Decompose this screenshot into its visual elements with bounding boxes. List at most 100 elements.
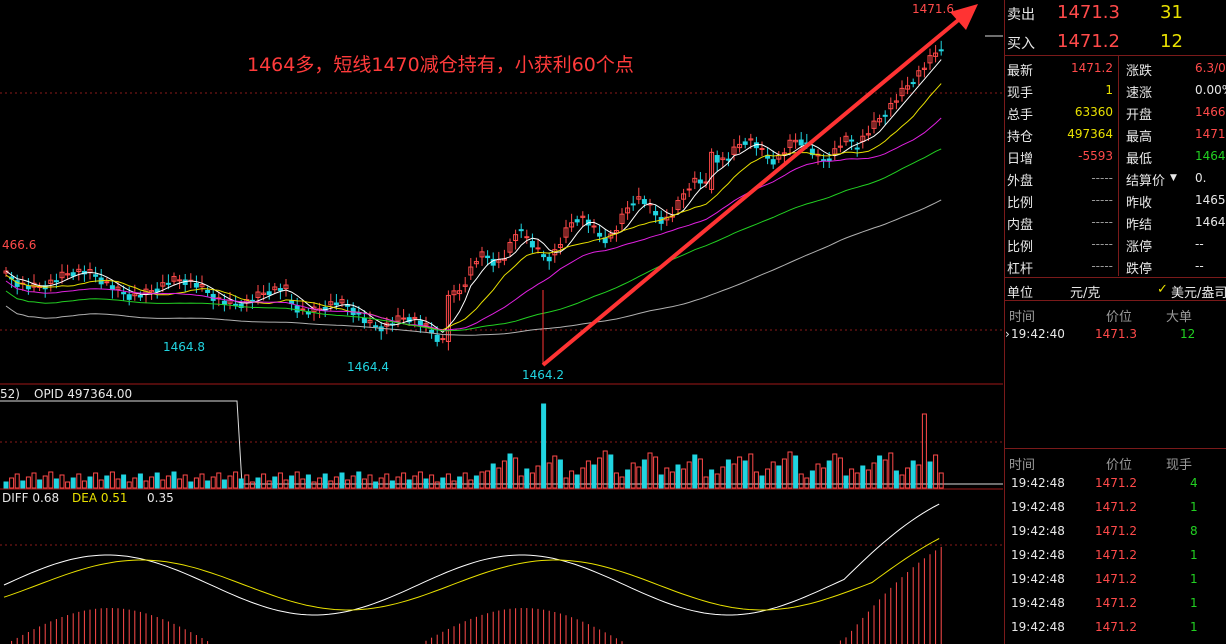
quote-panel: 卖出 1471.3 31 买入 1471.2 12 最新 1471.2 涨跌 6.3/…	[1004, 0, 1226, 644]
candle-body	[356, 312, 362, 315]
volume-bar	[580, 467, 586, 489]
tick-row[interactable]: 19:42:48 1471.2 1	[1005, 569, 1226, 591]
big-order-row[interactable]: › 19:42:40 1471.3 12	[1005, 324, 1226, 346]
candle-body	[748, 138, 754, 141]
sell-row[interactable]: 卖出 1471.3 31	[1005, 0, 1226, 28]
stat-value: -----	[1091, 237, 1113, 251]
volume-bar	[731, 463, 737, 489]
volume-bar	[317, 477, 323, 489]
tick-row[interactable]: 19:42:48 1471.2 1	[1005, 497, 1226, 519]
candle-body	[154, 288, 160, 293]
header-qty: 大单	[1166, 310, 1193, 325]
volume-bar	[697, 458, 703, 489]
stat-label: 持仓	[1007, 130, 1034, 145]
candle-body	[255, 291, 261, 299]
tick-row[interactable]: 19:42:48 1471.2 1	[1005, 545, 1226, 567]
dropdown-icon[interactable]: ▼	[1170, 173, 1177, 183]
stat-row: 比例 ----- 涨停 --	[1005, 233, 1226, 255]
volume-bar	[865, 469, 871, 489]
candle-body	[70, 272, 76, 277]
volume-bar	[244, 474, 250, 489]
volume-bar	[507, 453, 513, 489]
candle-body	[513, 234, 519, 241]
divider	[1005, 55, 1226, 56]
volume-bar	[826, 460, 832, 489]
volume-bar	[888, 452, 894, 489]
volume-bar	[518, 475, 524, 489]
header-time: 时间	[1009, 310, 1036, 325]
stat-row: 杠杆 ----- 跌停 --	[1005, 255, 1226, 277]
candle-body	[132, 293, 138, 297]
volume-bar	[193, 477, 199, 489]
candle-body	[445, 294, 451, 342]
candle-body	[630, 203, 636, 206]
volume-bar	[882, 459, 888, 489]
volume-bar	[748, 453, 754, 489]
candle-body	[137, 295, 143, 298]
tick-row[interactable]: 19:42:48 1471.2 4	[1005, 473, 1226, 495]
tick-row[interactable]: 19:42:48 1471.2 1	[1005, 617, 1226, 639]
candle-body	[401, 317, 407, 320]
row-price: 1471.2	[1095, 620, 1137, 634]
row-price: 1471.2	[1095, 476, 1137, 490]
unit-alt[interactable]: 美元/盎司	[1171, 286, 1226, 301]
candle-body	[871, 120, 877, 129]
candle-body	[423, 323, 429, 326]
candle-body	[798, 139, 804, 146]
candle-body	[742, 141, 748, 145]
volume-bar	[177, 478, 183, 489]
volume-bar	[333, 476, 339, 489]
candle-body	[434, 334, 440, 342]
volume-bar	[115, 478, 121, 489]
candle-body	[233, 303, 239, 306]
volume-bar	[53, 478, 59, 489]
volume-bar	[249, 481, 255, 489]
candle-body	[294, 305, 300, 313]
volume-bar	[815, 463, 821, 489]
header-price: 价位	[1106, 458, 1133, 473]
stat-value: -----	[1091, 171, 1113, 185]
volume-bar	[9, 477, 15, 489]
tick-row[interactable]: 19:42:48 1471.2 8	[1005, 521, 1226, 543]
volume-bar	[261, 473, 267, 489]
candle-body	[440, 338, 446, 341]
candle-body	[686, 188, 692, 191]
candle-body	[882, 114, 888, 117]
divider	[1118, 56, 1119, 276]
volume-bar	[703, 476, 709, 489]
stat-label: 结算价	[1126, 174, 1166, 189]
candle-body	[591, 225, 597, 228]
check-icon[interactable]: ✓	[1157, 282, 1168, 297]
stat-value: 497364	[1067, 127, 1113, 141]
stat-label: 昨结	[1126, 218, 1153, 233]
candle-body	[395, 315, 401, 322]
volume-bar	[524, 468, 530, 489]
opid-label: OPID 497364.00	[34, 387, 133, 401]
volume-bar	[608, 454, 614, 489]
volume-bar	[233, 471, 239, 489]
candle-body	[126, 294, 132, 300]
macd-label: 0.35	[147, 491, 174, 505]
stat-value: 63360	[1074, 105, 1113, 119]
chart-area[interactable]: 1464多，短线1470减仓持有，小获利60个点 466.6 1464.8 14…	[0, 0, 1003, 644]
volume-bar	[221, 479, 227, 489]
volume-bar	[389, 480, 395, 489]
volume-bar	[294, 471, 300, 489]
tick-row[interactable]: 19:42:48 1471.2 1	[1005, 593, 1226, 615]
stat-label: 涨跌	[1126, 64, 1153, 79]
volume-bar	[714, 473, 720, 489]
stat-value: -----	[1091, 193, 1113, 207]
stat-row: 总手 63360 开盘 1466.1	[1005, 101, 1226, 123]
volume-bar	[871, 462, 877, 489]
stat-row: 比例 ----- 昨收 1465.0	[1005, 189, 1226, 211]
candle-body	[625, 207, 631, 214]
volume-bar	[468, 479, 474, 489]
stat-label: 杠杆	[1007, 262, 1034, 277]
stat-value: --	[1195, 259, 1204, 273]
big-order-header: 时间 价位 大单	[1005, 303, 1226, 325]
stat-row: 持仓 497364 最高 1471.6	[1005, 123, 1226, 145]
buy-row[interactable]: 买入 1471.2 12	[1005, 29, 1226, 57]
kline-chart[interactable]	[0, 0, 1003, 644]
volume-bar	[451, 480, 457, 489]
row-time: 19:42:48	[1011, 572, 1065, 586]
